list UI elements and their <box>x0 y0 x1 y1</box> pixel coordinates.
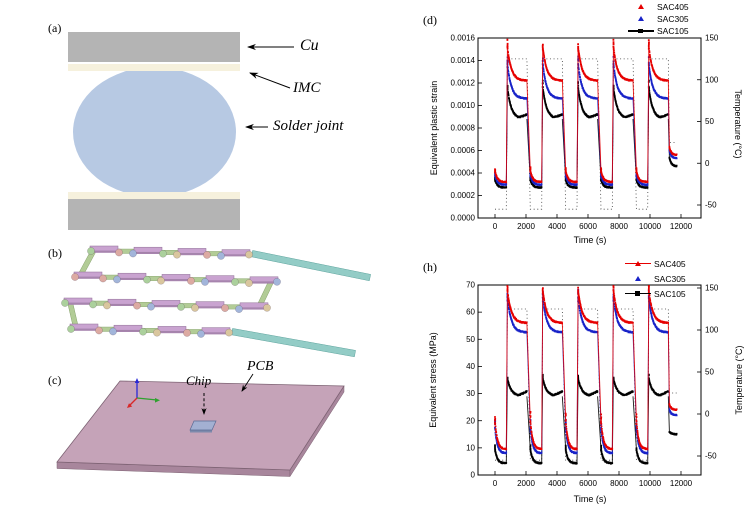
svg-text:0.0008: 0.0008 <box>451 124 476 133</box>
chip <box>189 420 217 431</box>
svg-text:0.0000: 0.0000 <box>451 214 476 223</box>
svg-text:-50: -50 <box>705 201 717 210</box>
svg-text:100: 100 <box>705 326 719 335</box>
chip-front-face <box>190 430 212 433</box>
chart-d-panel-label: (d) <box>423 13 437 27</box>
chart-d-ylabel-left: Equivalent plastic strain <box>429 80 439 176</box>
svg-text:20: 20 <box>466 416 475 425</box>
svg-text:60: 60 <box>466 308 475 317</box>
legend-marker-sac405 <box>628 2 654 12</box>
solder-ball <box>73 67 236 197</box>
svg-text:8000: 8000 <box>610 479 628 488</box>
panel-a-label: (a) <box>48 21 62 35</box>
panel-a: (a) Cu IMC Solder joint <box>0 0 420 240</box>
chart-h-ylabel-left: Equivalent stress (MPa) <box>428 332 438 428</box>
chart-d: 0.0000 0.0002 0.0004 0.0006 0.0008 0.0010 0.00… <box>420 0 751 250</box>
legend-item-sac305: SAC305 <box>625 271 686 286</box>
svg-text:70: 70 <box>466 281 475 290</box>
panel-c: (c) Chip PCB <box>0 355 420 515</box>
svg-text:150: 150 <box>705 284 719 293</box>
svg-text:2000: 2000 <box>517 222 535 231</box>
svg-text:12000: 12000 <box>670 479 693 488</box>
pcb-render <box>56 373 345 478</box>
svg-text:100: 100 <box>705 75 719 84</box>
legend-marker-sac305 <box>628 14 654 24</box>
svg-text:4000: 4000 <box>548 479 566 488</box>
svg-text:8000: 8000 <box>610 222 628 231</box>
chart-h-ylabel-right: Temperature (°C) <box>734 345 744 415</box>
chart-d-plot: 0.0000 0.0002 0.0004 0.0006 0.0008 0.0010 0.00… <box>451 34 719 231</box>
chart-h-xlabel: Time (s) <box>573 494 607 504</box>
svg-text:150: 150 <box>705 34 719 43</box>
svg-text:0: 0 <box>493 479 498 488</box>
svg-text:10: 10 <box>466 443 475 452</box>
chart-d-legend: SAC405 SAC305 SAC105 <box>628 1 689 37</box>
panel-b: (b) <box>0 238 420 368</box>
chart-h-plot: 0 10 20 30 40 50 60 70 0 2000 4000 6000 8000 10000 120… <box>466 281 719 488</box>
chart-d-xlabel: Time (s) <box>573 235 607 245</box>
chart-h: 0 10 20 30 40 50 60 70 0 2000 4000 6000 8000 10000 120… <box>420 250 751 519</box>
svg-text:30: 30 <box>466 389 475 398</box>
svg-text:0: 0 <box>471 471 476 480</box>
svg-text:0.0006: 0.0006 <box>451 146 476 155</box>
svg-text:0: 0 <box>493 222 498 231</box>
pcb-annotation: PCB <box>247 359 274 374</box>
legend-item-sac405: SAC405 <box>628 1 689 13</box>
svg-text:0: 0 <box>705 159 710 168</box>
cu-annotation: Cu <box>300 37 319 54</box>
svg-text:0.0004: 0.0004 <box>451 169 476 178</box>
imc-layer-bottom <box>68 192 240 199</box>
svg-text:-50: -50 <box>705 452 717 461</box>
svg-text:0.0016: 0.0016 <box>451 34 476 43</box>
svg-text:0.0002: 0.0002 <box>451 191 476 200</box>
imc-layer-top <box>68 64 240 71</box>
legend-marker-sac105 <box>628 26 654 36</box>
solder-annotation: Solder joint <box>273 118 344 134</box>
svg-text:2000: 2000 <box>517 479 535 488</box>
chart-h-panel-label: (h) <box>423 260 437 274</box>
svg-text:12000: 12000 <box>670 222 693 231</box>
svg-text:4000: 4000 <box>548 222 566 231</box>
legend-marker-sac105 <box>625 289 651 299</box>
imc-annotation: IMC <box>293 80 321 96</box>
coordinate-triad <box>127 378 160 408</box>
svg-text:10000: 10000 <box>639 479 662 488</box>
cu-plate-top <box>68 32 240 62</box>
panel-c-label: (c) <box>48 373 62 387</box>
svg-text:0.0014: 0.0014 <box>451 56 476 65</box>
svg-text:10000: 10000 <box>639 222 662 231</box>
cu-plate-bottom <box>68 199 240 230</box>
svg-text:50: 50 <box>705 117 714 126</box>
legend-marker-sac405 <box>625 259 651 269</box>
chart-h-legend: SAC405 SAC305 SAC105 <box>625 256 686 301</box>
daisy-chain-render <box>61 245 371 358</box>
legend-item-sac105: SAC105 <box>625 286 686 301</box>
panel-b-label: (b) <box>48 246 62 260</box>
svg-text:0.0012: 0.0012 <box>451 79 476 88</box>
svg-text:6000: 6000 <box>579 222 597 231</box>
chart-d-ylabel-right: Temperature (°C) <box>733 89 743 159</box>
svg-text:50: 50 <box>466 335 475 344</box>
legend-marker-sac305 <box>625 274 651 284</box>
legend-item-sac105: SAC105 <box>628 25 689 37</box>
legend-item-sac405: SAC405 <box>625 256 686 271</box>
legend-item-sac305: SAC305 <box>628 13 689 25</box>
svg-text:0.0010: 0.0010 <box>451 101 476 110</box>
svg-text:0: 0 <box>705 410 710 419</box>
svg-text:6000: 6000 <box>579 479 597 488</box>
pcb-pointer-line <box>241 373 254 392</box>
svg-text:40: 40 <box>466 362 475 371</box>
panel-a-arrows <box>245 43 294 131</box>
chip-annotation: Chip <box>186 373 212 388</box>
imc-arrow <box>249 72 291 89</box>
svg-text:50: 50 <box>705 368 714 377</box>
